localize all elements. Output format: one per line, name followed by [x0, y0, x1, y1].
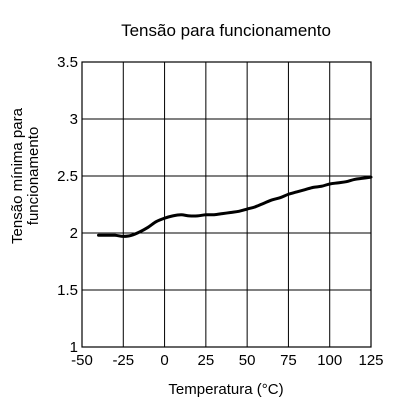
grid-lines [82, 62, 371, 347]
x-axis-ticks: -50 -25 0 25 50 75 100 125 [71, 352, 383, 369]
y-tick-label: 2.5 [57, 168, 78, 185]
x-tick-label: 0 [160, 352, 168, 369]
y-axis-ticks: 1 1.5 2 2.5 3 3.5 [57, 54, 78, 356]
y-tick-label: 1 [70, 339, 78, 356]
y-tick-label: 3.5 [57, 54, 78, 71]
x-tick-label: 75 [280, 352, 297, 369]
chart-title: Tensão para funcionamento [121, 21, 331, 40]
x-tick-label: 50 [239, 352, 256, 369]
y-tick-label: 2 [70, 225, 78, 242]
x-tick-label: -50 [71, 352, 93, 369]
y-axis-label: Tensão mínima para funcionamento [9, 107, 42, 244]
x-tick-label: 25 [198, 352, 215, 369]
y-axis-label-line-1: Tensão mínima para [9, 107, 26, 244]
series-line [97, 175, 373, 238]
x-tick-label: 125 [358, 352, 383, 369]
x-tick-label: 100 [317, 352, 342, 369]
y-tick-label: 1.5 [57, 282, 78, 299]
x-tick-label: -25 [112, 352, 134, 369]
x-axis-label: Temperatura (°C) [168, 381, 283, 398]
series-layer [97, 175, 373, 238]
plot-frame [81, 61, 372, 348]
y-tick-label: 3 [70, 111, 78, 128]
y-axis-label-line-2: funcionamento [25, 127, 42, 225]
